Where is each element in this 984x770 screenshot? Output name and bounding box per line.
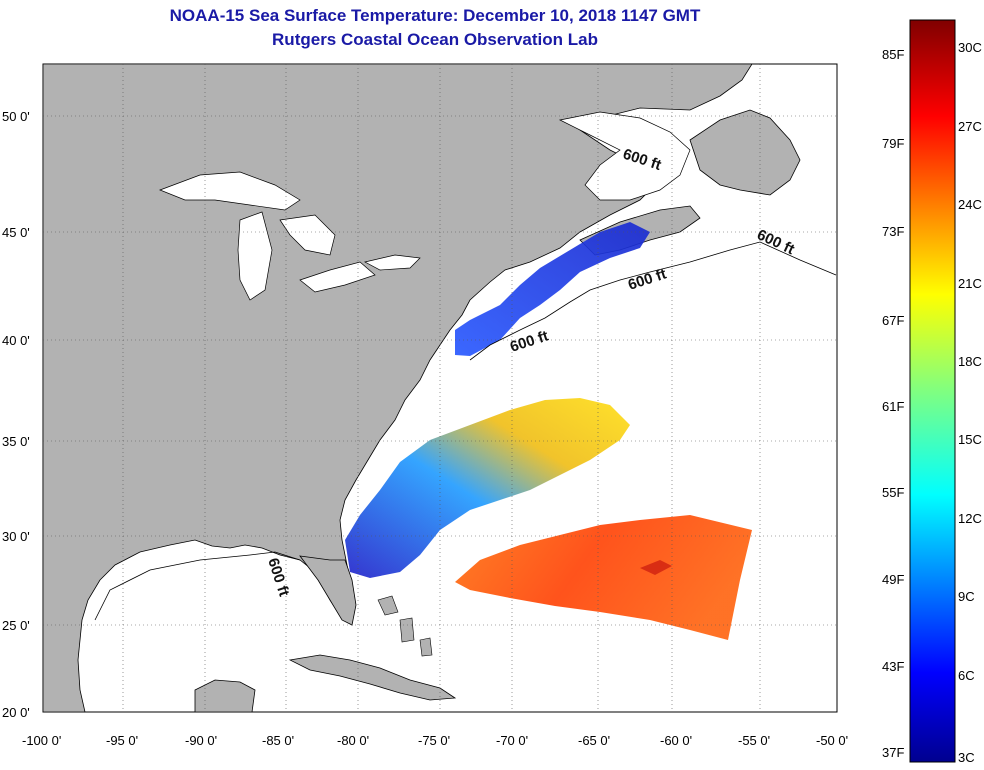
colorbar-f-label: 49F — [882, 572, 904, 587]
colorbar-c-label: 15C — [958, 432, 982, 447]
colorbar-c-label: 6C — [958, 668, 975, 683]
florida-peninsula — [299, 555, 357, 626]
great-lakes — [159, 171, 421, 301]
lat-tick-label: 35 0' — [2, 434, 30, 449]
colorbar-c-label: 12C — [958, 511, 982, 526]
colorbar-f-label: 73F — [882, 224, 904, 239]
temperature-colorbar: 85F 79F 73F 67F 61F 55F 49F 43F 37F 30C … — [882, 19, 982, 765]
lat-tick-label: 25 0' — [2, 618, 30, 633]
cuba-land — [288, 654, 457, 701]
colorbar-f-label: 85F — [882, 47, 904, 62]
lat-tick-label: 45 0' — [2, 225, 30, 240]
lon-tick-label: -90 0' — [185, 733, 217, 748]
colorbar-c-label: 30C — [958, 40, 982, 55]
lon-tick-label: -50 0' — [816, 733, 848, 748]
colorbar-f-label: 79F — [882, 136, 904, 151]
colorbar-c-label: 24C — [958, 197, 982, 212]
gulf-st-lawrence — [558, 111, 691, 201]
lat-tick-label: 30 0' — [2, 529, 30, 544]
sst-swath-south — [455, 515, 752, 640]
graticule — [43, 64, 837, 712]
isobath-600ft — [94, 241, 837, 621]
lon-tick-label: -65 0' — [578, 733, 610, 748]
colorbar-f-label: 43F — [882, 659, 904, 674]
map-subtitle: Rutgers Coastal Ocean Observation Lab — [272, 30, 598, 49]
lon-tick-label: -55 0' — [738, 733, 770, 748]
lon-tick-label: -85 0' — [262, 733, 294, 748]
colorbar-c-label: 3C — [958, 750, 975, 765]
lon-tick-label: -75 0' — [418, 733, 450, 748]
colorbar-c-label: 9C — [958, 589, 975, 604]
lon-tick-label: -70 0' — [496, 733, 528, 748]
lon-tick-label: -95 0' — [106, 733, 138, 748]
colorbar-f-label: 55F — [882, 485, 904, 500]
sst-swath-north — [455, 222, 650, 356]
yucatan-land — [194, 679, 256, 712]
colorbar-f-label: 37F — [882, 745, 904, 760]
colorbar-c-label: 21C — [958, 276, 982, 291]
lat-tick-label: 50 0' — [2, 109, 30, 124]
colorbar-c-label: 27C — [958, 119, 982, 134]
colorbar-f-label: 61F — [882, 399, 904, 414]
lon-tick-label: -60 0' — [660, 733, 692, 748]
colorbar-c-label: 18C — [958, 354, 982, 369]
lat-tick-label: 20 0' — [2, 705, 30, 720]
colorbar-gradient — [909, 19, 956, 763]
newfoundland-land — [689, 109, 801, 196]
sst-swath-gulfstream — [345, 398, 630, 578]
colorbar-f-label: 67F — [882, 313, 904, 328]
lon-tick-label: -100 0' — [22, 733, 61, 748]
lat-tick-label: 40 0' — [2, 333, 30, 348]
lon-tick-label: -80 0' — [337, 733, 369, 748]
sst-warm-core — [640, 560, 672, 575]
bahamas-land — [377, 595, 433, 657]
map-title: NOAA-15 Sea Surface Temperature: Decembe… — [169, 6, 701, 25]
